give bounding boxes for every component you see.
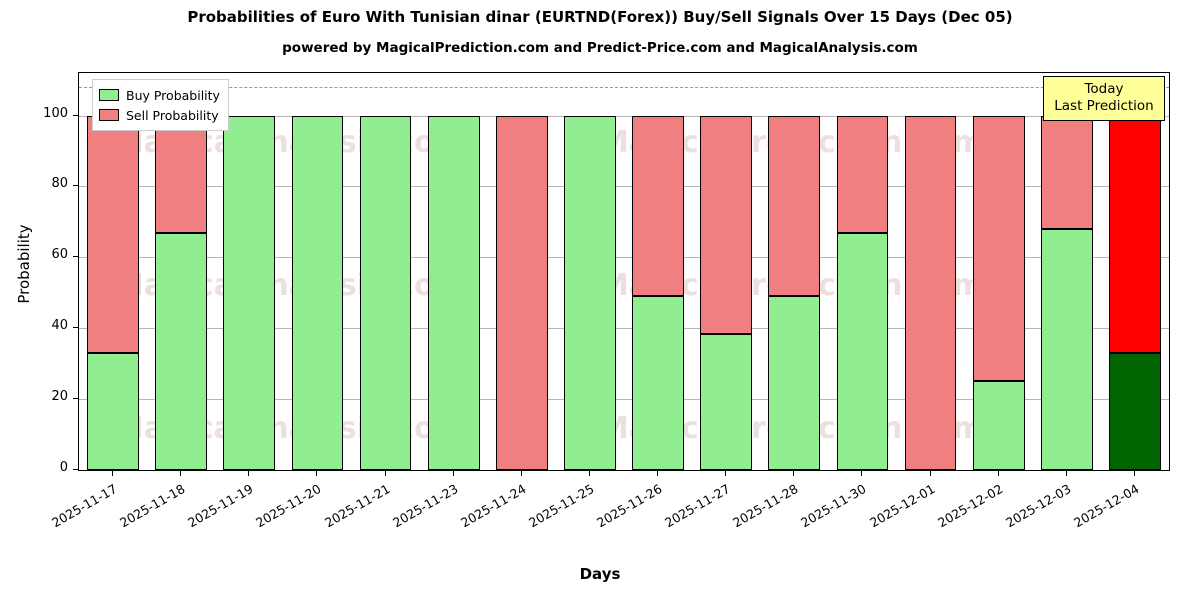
x-tick-mark [1133, 471, 1135, 476]
x-tick-mark [997, 471, 999, 476]
bar-segment-buy [427, 115, 480, 470]
bar-group [836, 73, 889, 470]
bar-segment-sell [155, 115, 208, 233]
x-tick-mark [1065, 471, 1067, 476]
x-tick-mark [793, 471, 795, 476]
legend-swatch-buy [99, 89, 119, 101]
reference-line [79, 87, 1169, 89]
bar-segment-sell [972, 115, 1025, 382]
bar-segment-sell [87, 115, 139, 354]
bar-group [1040, 73, 1093, 470]
bar-group [904, 73, 957, 470]
x-tick-mark [588, 471, 590, 476]
y-tick-mark [73, 185, 78, 187]
page-subtitle: powered by MagicalPrediction.com and Pre… [282, 40, 918, 56]
today-label: Today [1084, 81, 1124, 97]
gridline [79, 115, 1169, 117]
bar-group [700, 73, 753, 470]
x-axis-label: Days [579, 565, 621, 583]
bar-group [223, 73, 276, 470]
y-tick-mark [73, 398, 78, 400]
legend-item-sell: Sell Probability [99, 105, 220, 125]
x-tick-mark [725, 471, 727, 476]
bar-group [1109, 73, 1161, 470]
bar-segment-sell [495, 115, 548, 470]
bar-group [768, 73, 821, 470]
y-tick-label: 0 [59, 460, 68, 475]
bar-group [155, 73, 208, 470]
y-tick-label: 20 [51, 389, 68, 405]
y-tick-label: 100 [43, 105, 68, 121]
x-tick-mark [861, 471, 863, 476]
bar-segment-buy [291, 115, 344, 470]
last-prediction-label: Last Prediction [1054, 98, 1154, 114]
legend-label-buy: Buy Probability [126, 87, 220, 103]
bar-segment-buy [700, 333, 753, 470]
bar-segment-buy [359, 115, 412, 470]
x-tick-mark [384, 471, 386, 476]
x-tick-mark [316, 471, 318, 476]
legend-swatch-sell [99, 109, 119, 121]
bar-segment-sell [904, 115, 957, 470]
y-tick-label: 80 [51, 176, 68, 192]
bar-segment-sell [768, 115, 821, 297]
bar-group [632, 73, 684, 470]
bar-segment-sell [1109, 115, 1161, 354]
bar-segment-buy [223, 115, 276, 470]
x-tick-mark [520, 471, 522, 476]
y-tick-label: 60 [51, 247, 68, 263]
y-tick-mark [73, 114, 78, 116]
bar-segment-buy [1109, 353, 1161, 470]
legend-label-sell: Sell Probability [126, 107, 219, 123]
plot-area: MagicalAnalysis.comMagicalPrediction.com… [78, 72, 1170, 471]
bar-segment-buy [1040, 228, 1093, 470]
bar-segment-buy [564, 115, 616, 470]
chart-legend: Buy Probability Sell Probability [92, 79, 229, 131]
bar-group [427, 73, 480, 470]
gridline [79, 186, 1169, 188]
bar-segment-sell [1040, 115, 1093, 229]
bar-segment-buy [768, 296, 821, 470]
page-title: Probabilities of Euro With Tunisian dina… [187, 8, 1013, 26]
today-annotation: Today Last Prediction [1043, 76, 1165, 121]
x-tick-mark [180, 471, 182, 476]
bar-segment-sell [700, 115, 753, 334]
bar-segment-buy [972, 381, 1025, 470]
y-tick-mark [73, 469, 78, 470]
gridline [79, 257, 1169, 259]
bar-group [972, 73, 1025, 470]
gridline [79, 470, 1169, 471]
bar-group [87, 73, 139, 470]
bar-segment-buy [632, 296, 684, 470]
x-tick-mark [929, 471, 931, 476]
bar-group [564, 73, 616, 470]
bar-group [291, 73, 344, 470]
x-tick-mark [248, 471, 250, 476]
bar-segment-sell [632, 115, 684, 297]
y-tick-mark [73, 256, 78, 258]
bar-group [359, 73, 412, 470]
gridline [79, 399, 1169, 401]
bar-segment-buy [836, 232, 889, 470]
gridline [79, 328, 1169, 330]
bar-segment-buy [87, 353, 139, 470]
x-tick-mark [112, 471, 114, 476]
bar-segment-buy [155, 232, 208, 470]
y-tick-mark [73, 327, 78, 329]
bar-group [495, 73, 548, 470]
y-tick-label: 40 [51, 318, 68, 334]
x-tick-mark [657, 471, 659, 476]
legend-item-buy: Buy Probability [99, 85, 220, 105]
bar-segment-sell [836, 115, 889, 233]
x-tick-mark [452, 471, 454, 476]
